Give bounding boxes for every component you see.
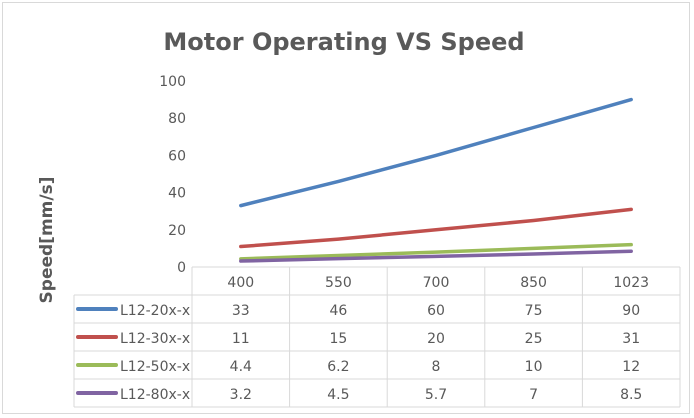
y-axis-label: Speed[mm/s] (37, 177, 57, 304)
x-category-label: 400 (227, 275, 254, 291)
table-cell: 4.5 (327, 387, 349, 403)
legend-label: L12-50x-x (120, 359, 190, 375)
series-line-L12-20x-x (239, 97, 633, 208)
legend-label: L12-20x-x (120, 303, 190, 319)
table-cell: 75 (525, 303, 543, 319)
table-cell: 90 (622, 303, 640, 319)
table-cell: 7 (529, 387, 538, 403)
y-tick-label: 100 (159, 74, 186, 90)
y-tick-label: 60 (168, 148, 186, 164)
table-cell: 33 (232, 303, 250, 319)
table-cell: 4.4 (230, 359, 252, 375)
legend-label: L12-80x-x (120, 387, 190, 403)
x-category-label: 700 (423, 275, 450, 291)
x-category-label: 550 (325, 275, 352, 291)
y-tick-label: 80 (168, 111, 186, 127)
table-cell: 10 (525, 359, 543, 375)
series-line-L12-80x-x (239, 249, 633, 263)
chart-frame (2, 2, 690, 414)
series-line-L12-50x-x (239, 242, 633, 261)
table-cell: 31 (622, 331, 640, 347)
table-cell: 46 (329, 303, 347, 319)
chart-title: Motor Operating VS Speed (163, 28, 524, 56)
table-cell: 20 (427, 331, 445, 347)
y-tick-label: 20 (168, 223, 186, 239)
table-cell: 11 (232, 331, 250, 347)
x-category-label: 1023 (613, 275, 649, 291)
table-cell: 12 (622, 359, 640, 375)
y-tick-label: 0 (177, 260, 186, 276)
table-cell: 15 (329, 331, 347, 347)
table-cell: 60 (427, 303, 445, 319)
table-cell: 8.5 (620, 387, 642, 403)
x-category-label: 850 (520, 275, 547, 291)
series-line-L12-30x-x (239, 207, 633, 249)
table-cell: 5.7 (425, 387, 447, 403)
y-tick-label: 40 (168, 186, 186, 202)
table-cell: 25 (525, 331, 543, 347)
legend-label: L12-30x-x (120, 331, 190, 347)
table-cell: 3.2 (230, 387, 252, 403)
table-cell: 8 (432, 359, 441, 375)
table-cell: 6.2 (327, 359, 349, 375)
